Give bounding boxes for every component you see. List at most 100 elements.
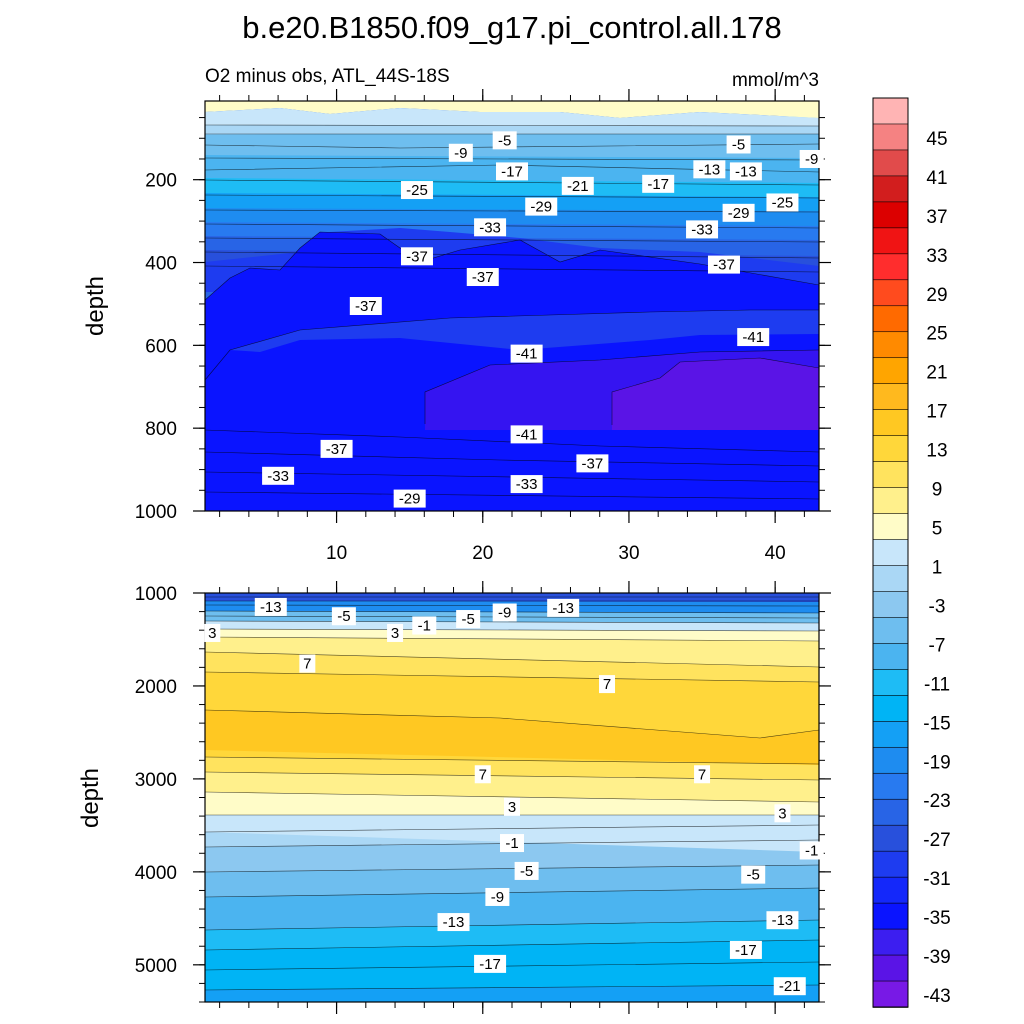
contour-label: 7 (299, 654, 316, 673)
contour-label-box (510, 475, 543, 494)
contour-label-box (547, 598, 580, 617)
colorbar-label: 1 (932, 557, 943, 578)
contour-label: -13 (693, 160, 726, 179)
contour-label-text: -13 (735, 163, 757, 180)
contour-label-text: -25 (406, 182, 428, 199)
bottom-axis-ticks: 1000 2000 3000 4000 5000 (135, 581, 831, 1014)
contour-label-box (504, 797, 520, 816)
contour-label-text: -13 (552, 600, 574, 617)
contour-label: -9 (799, 149, 824, 168)
top-band (612, 358, 819, 430)
colorbar-swatch (872, 824, 909, 852)
contour-label-text: -9 (491, 889, 504, 906)
colorbar-label: 29 (926, 285, 947, 306)
colorbar-label: -31 (923, 869, 950, 890)
contour-label-box (349, 297, 382, 315)
contour-label: -29 (722, 203, 755, 222)
contour-label-box (773, 977, 806, 996)
top-contour-labels: -5 -9 -5 -9 -17 -13 -13 -25 -21 -17 -29 -25 -33 -29 -3… (262, 131, 824, 508)
contour-label: -5 (456, 610, 481, 629)
bottom-contour-lines (205, 596, 819, 991)
contour-label-box (320, 439, 353, 458)
contour-label-text: -25 (772, 194, 794, 211)
contour-label: 3 (204, 623, 221, 642)
contour-label: 7 (599, 675, 616, 694)
contour-label: -41 (510, 344, 543, 363)
y-tick-label: 3000 (135, 770, 177, 791)
contour-label-text: -9 (454, 145, 467, 162)
colorbar-swatch (872, 253, 909, 281)
contour-label-text: -5 (461, 611, 474, 628)
colorbar-swatch (872, 746, 909, 775)
contour-label-box (741, 865, 766, 884)
y-tick-label: 1000 (135, 502, 177, 523)
contour-label-text: -13 (772, 912, 794, 929)
contour-label: -5 (726, 135, 751, 154)
x-tick-label: 20 (472, 543, 493, 564)
contour-label-text: -41 (742, 329, 764, 346)
contour-label: -21 (773, 977, 806, 996)
colorbar-swatch (872, 643, 909, 671)
colorbar-swatch (872, 772, 909, 801)
contour-label-box (766, 193, 799, 212)
contour-label: -37 (466, 268, 499, 287)
x-tick-label: 10 (326, 543, 347, 564)
colorbar-swatch (872, 487, 909, 515)
contour-label-box (799, 841, 824, 860)
top-band (205, 125, 819, 134)
colorbar-swatch (872, 149, 909, 177)
contour-label-box (466, 268, 499, 287)
contour-label-text: -1 (805, 842, 818, 859)
contour-label-text: -33 (516, 476, 538, 493)
contour-label-text: -5 (337, 608, 350, 625)
panel-subtitle: O2 minus obs, ATL_44S-18S (205, 66, 450, 87)
contour-label-text: 3 (391, 625, 399, 642)
contour-label-text: 3 (508, 799, 516, 816)
contour-label-text: -5 (747, 867, 760, 884)
contour-label-text: -5 (520, 863, 533, 880)
colorbar-swatch (872, 539, 909, 567)
y-tick-label: 600 (145, 336, 177, 357)
colorbar-swatch (872, 850, 909, 878)
bottom-band (205, 815, 819, 852)
contour-label: -17 (496, 162, 528, 181)
contour-label-text: -17 (479, 956, 501, 973)
contour-label-box (642, 174, 675, 193)
contour-label-text: -29 (530, 199, 552, 216)
contour-label-box (500, 834, 524, 853)
contour-label: -13 (437, 913, 470, 932)
contour-label-text: -41 (516, 346, 538, 363)
colorbar-label: -3 (929, 596, 946, 617)
contour-label-text: -17 (735, 942, 757, 959)
bottom-band (205, 885, 819, 930)
contour-label: -17 (729, 940, 762, 959)
colorbar: 45 41 37 33 29 25 21 17 13 9 5 1 -3 -7 -11 -15 -19 -23 -27… (872, 97, 951, 1008)
contour-label-text: -33 (691, 221, 713, 238)
contour-label: -13 (766, 911, 799, 930)
contour-label-text: -5 (498, 132, 511, 149)
colorbar-label: 37 (926, 207, 947, 228)
contour-label: -9 (448, 143, 473, 162)
contour-label-box (737, 328, 770, 347)
y-tick-label: 200 (145, 171, 177, 192)
contour-label: -13 (547, 598, 580, 617)
bottom-band (205, 650, 819, 682)
contour-label: -21 (561, 176, 594, 195)
colorbar-label: -7 (929, 635, 946, 656)
contour-label-box (599, 675, 616, 694)
colorbar-label: -39 (923, 947, 950, 968)
contour-label-box (729, 940, 762, 959)
contour-label-text: -37 (472, 269, 494, 286)
colorbar-swatch (872, 97, 909, 125)
contour-label-box (694, 765, 711, 784)
y-tick-label: 4000 (135, 863, 177, 884)
contour-label-box (412, 616, 437, 635)
colorbar-label: 41 (926, 168, 947, 189)
colorbar-label: 45 (926, 129, 947, 150)
contour-label-box (722, 203, 755, 222)
contour-label-box (400, 181, 433, 200)
contour-label: -5 (514, 861, 539, 880)
contour-label: -41 (737, 328, 770, 347)
contour-label-box (299, 654, 316, 673)
